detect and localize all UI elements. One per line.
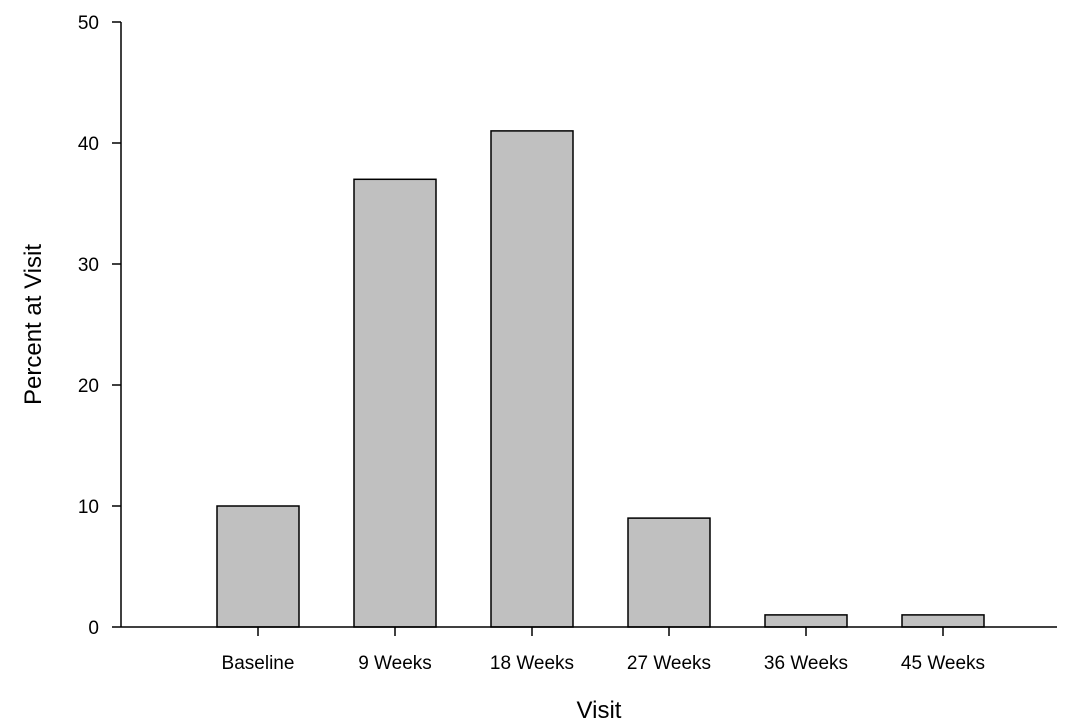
x-tick-label: 9 Weeks (358, 653, 432, 674)
y-tick-label: 20 (78, 376, 99, 397)
bar-27-weeks (627, 517, 711, 628)
y-tick-label: 30 (78, 255, 99, 276)
bar-36-weeks (764, 614, 848, 628)
bar-baseline (216, 505, 300, 628)
y-axis-ticks: 0 10 20 30 40 50 (78, 13, 121, 639)
bars-group (216, 130, 985, 628)
bar-45-weeks (901, 614, 985, 628)
y-axis-title: Percent at Visit (20, 244, 47, 405)
y-tick-label: 0 (88, 618, 99, 639)
bar-18-weeks (490, 130, 574, 628)
y-tick-label: 10 (78, 497, 99, 518)
x-tick-label: 27 Weeks (627, 653, 711, 674)
x-axis-ticks: Baseline 9 Weeks 18 Weeks 27 Weeks 36 Weeks 4… (222, 627, 985, 674)
x-tick-label: 45 Weeks (901, 653, 985, 674)
x-axis-title: Visit (577, 697, 622, 724)
x-tick-label: 18 Weeks (490, 653, 574, 674)
x-tick-label: 36 Weeks (764, 653, 848, 674)
bar-9-weeks (353, 178, 437, 628)
y-tick-label: 50 (78, 13, 99, 34)
x-tick-label: Baseline (222, 653, 295, 674)
y-tick-label: 40 (78, 134, 99, 155)
